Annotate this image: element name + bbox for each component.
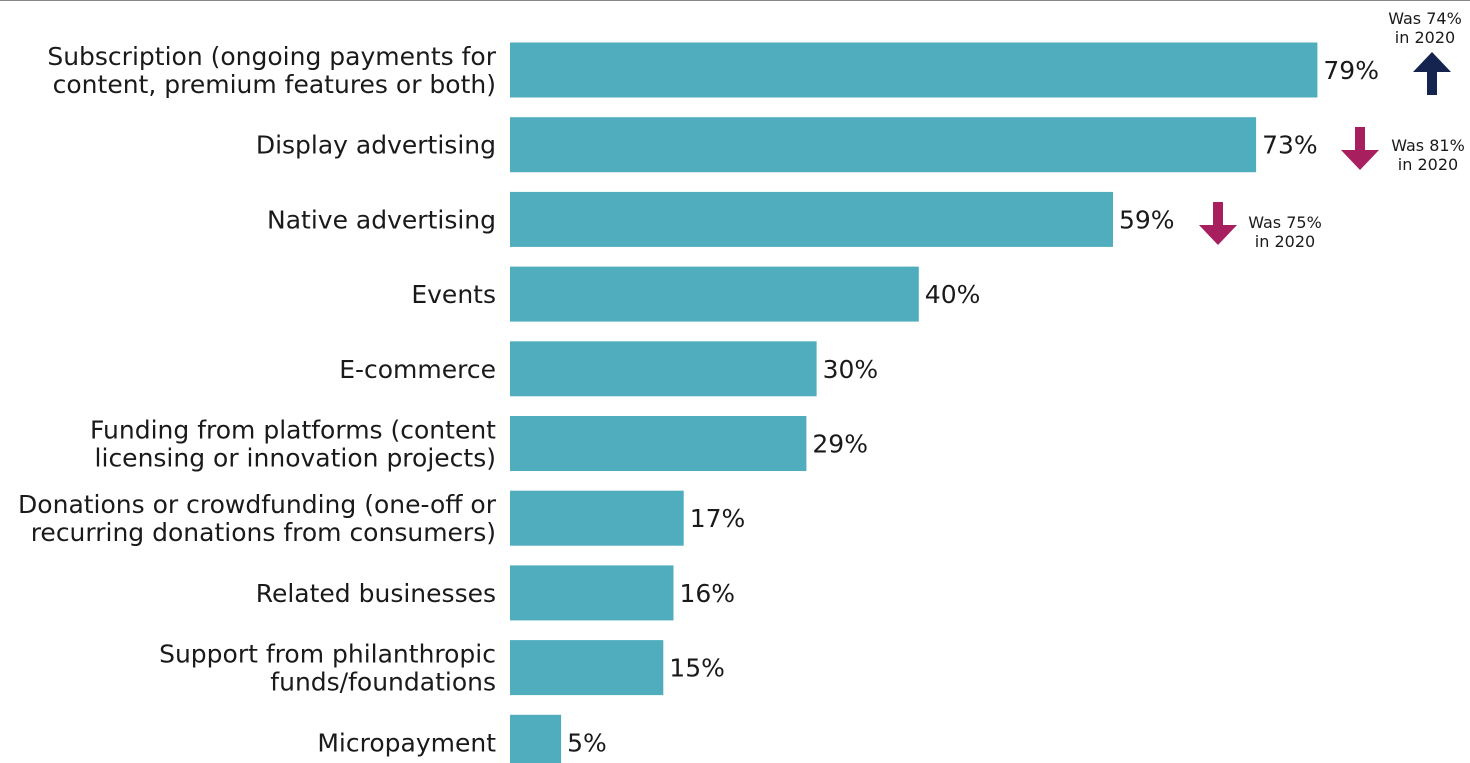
category-label-4: E-commerce <box>339 355 496 384</box>
category-label-line: Donations or crowdfunding (one-off or <box>18 490 497 519</box>
arrow-down-icon <box>1341 127 1379 170</box>
category-label-line: Support from philanthropic <box>159 640 496 669</box>
change-note-1: Was 81% in 2020 <box>1391 136 1465 174</box>
category-label-7: Related businesses <box>256 579 496 608</box>
change-note-2: Was 75% in 2020 <box>1248 213 1322 251</box>
category-label-9: Micropayment <box>317 728 496 757</box>
category-label-2: Native advertising <box>267 205 496 234</box>
value-label-9: 5% <box>567 728 607 757</box>
category-label-line: E-commerce <box>339 355 496 384</box>
value-label-7: 16% <box>680 579 736 608</box>
category-label-5: Funding from platforms (content licensing… <box>90 416 496 473</box>
value-label-2: 59% <box>1119 205 1175 234</box>
change-note-line: Was 75% <box>1248 213 1322 232</box>
top-rule <box>0 0 1470 1</box>
arrow-up-icon <box>1413 52 1451 95</box>
bar-8 <box>510 640 664 696</box>
category-label-8: Support from philanthropic funds/foundati… <box>159 640 496 697</box>
arrow-down-icon <box>1199 202 1237 245</box>
bar-1 <box>510 117 1257 173</box>
category-label-line: Events <box>411 280 496 309</box>
category-label-line: Related businesses <box>256 579 496 608</box>
category-label-line: Native advertising <box>267 205 496 234</box>
value-label-5: 29% <box>812 430 868 459</box>
bar-9 <box>510 714 562 763</box>
category-label-line: Display advertising <box>256 131 496 160</box>
value-label-0: 79% <box>1323 56 1379 85</box>
bar-3 <box>510 266 919 322</box>
bar-0 <box>510 42 1318 98</box>
category-label-line: licensing or innovation projects) <box>95 444 496 473</box>
category-label-6: Donations or crowdfunding (one-off or rec… <box>18 490 497 547</box>
bar-5 <box>510 416 807 471</box>
change-note-line: Was 74% <box>1388 9 1462 28</box>
change-note-line: Was 81% <box>1391 136 1465 155</box>
category-label-1: Display advertising <box>256 131 496 160</box>
category-label-line: recurring donations from consumers) <box>31 518 496 547</box>
category-label-line: Subscription (ongoing payments for <box>47 42 496 71</box>
value-label-1: 73% <box>1262 131 1318 160</box>
value-label-8: 15% <box>669 654 725 683</box>
change-note-0: Was 74% in 2020 <box>1388 9 1462 47</box>
change-note-line: in 2020 <box>1255 232 1315 251</box>
category-label-0: Subscription (ongoing payments for conten… <box>47 42 496 99</box>
category-label-3: Events <box>411 280 496 309</box>
category-label-line: Funding from platforms (content <box>90 416 496 445</box>
category-label-line: content, premium features or both) <box>53 70 496 99</box>
category-label-line: Micropayment <box>317 728 496 757</box>
change-note-line: in 2020 <box>1395 28 1455 47</box>
bar-6 <box>510 490 684 546</box>
bar-7 <box>510 565 674 621</box>
bar-2 <box>510 191 1113 247</box>
bar-4 <box>510 341 817 397</box>
value-label-6: 17% <box>690 504 746 533</box>
value-label-3: 40% <box>925 280 981 309</box>
category-label-line: funds/foundations <box>270 668 496 697</box>
change-note-line: in 2020 <box>1398 155 1458 174</box>
value-label-4: 30% <box>823 355 879 384</box>
